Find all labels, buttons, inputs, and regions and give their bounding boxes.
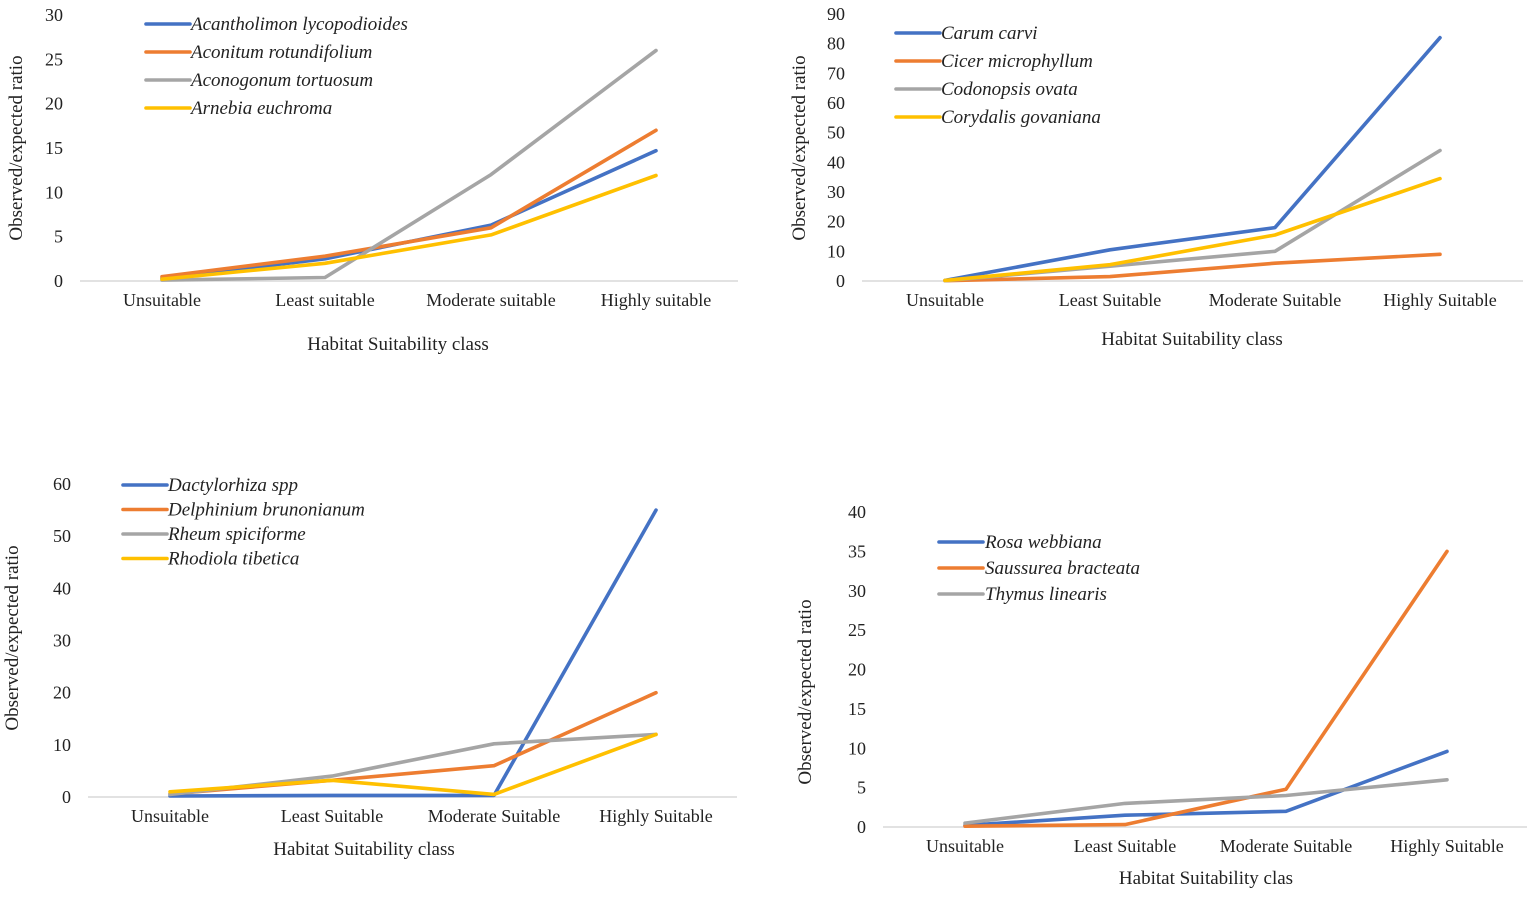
series-line bbox=[168, 732, 658, 797]
x-tick-label: Moderate Suitable bbox=[428, 806, 560, 826]
x-tick-label: Highly Suitable bbox=[1390, 836, 1504, 856]
y-tick-label: 10 bbox=[827, 241, 845, 261]
legend-label: Codonopsis ovata bbox=[941, 79, 1078, 100]
y-tick-label: 10 bbox=[53, 735, 71, 755]
y-tick-label: 40 bbox=[53, 578, 71, 598]
legend: Rosa webbiana Saussurea bracteata Thymus l… bbox=[937, 532, 1140, 605]
legend-label: Dactylorhiza spp bbox=[167, 475, 298, 496]
y-tick-label: 15 bbox=[848, 699, 866, 719]
x-tick-label: Highly Suitable bbox=[1383, 290, 1497, 310]
x-tick-label: Least suitable bbox=[275, 290, 374, 310]
y-tick-label: 40 bbox=[848, 502, 866, 522]
y-tick-label: 30 bbox=[53, 631, 71, 651]
y-axis-title: Observed/expected ratio bbox=[789, 55, 810, 240]
x-tick-label: Highly suitable bbox=[601, 290, 712, 310]
series-line bbox=[160, 148, 658, 281]
y-tick-label: 50 bbox=[827, 123, 845, 143]
legend: Dactylorhiza spp Delphinium brunonianum Rh… bbox=[121, 475, 365, 570]
series-line bbox=[160, 48, 658, 282]
y-tick-label: 0 bbox=[857, 817, 866, 837]
legend-label: Rheum spiciforme bbox=[167, 524, 306, 545]
legend-label: Rosa webbiana bbox=[984, 532, 1102, 553]
series-line bbox=[943, 35, 1442, 283]
series-line bbox=[160, 128, 658, 279]
legend-label: Aconitum rotundifolium bbox=[189, 42, 372, 63]
x-tick-label: Least Suitable bbox=[281, 806, 383, 826]
series-line bbox=[168, 508, 658, 798]
y-tick-label: 30 bbox=[827, 182, 845, 202]
y-tick-label: 0 bbox=[836, 271, 845, 291]
y-tick-label: 80 bbox=[827, 34, 845, 54]
y-tick-label: 60 bbox=[827, 93, 845, 113]
x-tick-label: Least Suitable bbox=[1059, 290, 1161, 310]
y-tick-label: 10 bbox=[45, 182, 63, 202]
x-tick-label: Moderate suitable bbox=[426, 290, 555, 310]
series-line bbox=[160, 173, 658, 282]
x-axis-title: Habitat Suitability class bbox=[273, 839, 455, 860]
legend: Acantholimon lycopodioides Aconitum rotun… bbox=[144, 14, 408, 119]
y-tick-label: 30 bbox=[848, 581, 866, 601]
legend-label: Arnebia euchroma bbox=[189, 98, 332, 119]
legend: Carum carvi Cicer microphyllum Codonopsis … bbox=[894, 23, 1101, 128]
legend-label: Corydalis govaniana bbox=[941, 107, 1101, 128]
legend-label: Cicer microphyllum bbox=[941, 51, 1093, 72]
y-tick-label: 20 bbox=[53, 683, 71, 703]
y-tick-label: 40 bbox=[827, 152, 845, 172]
y-tick-label: 25 bbox=[45, 49, 63, 69]
y-tick-label: 5 bbox=[54, 227, 63, 247]
series-line bbox=[963, 749, 1449, 828]
series-line bbox=[943, 252, 1442, 283]
legend-label: Rhodiola tibetica bbox=[167, 549, 299, 570]
y-tick-label: 5 bbox=[857, 778, 866, 798]
x-tick-label: Unsuitable bbox=[926, 836, 1004, 856]
y-tick-label: 20 bbox=[848, 660, 866, 680]
y-tick-label: 70 bbox=[827, 63, 845, 83]
x-tick-label: Unsuitable bbox=[123, 290, 201, 310]
x-axis-title: Habitat Suitability clas bbox=[1119, 868, 1293, 889]
x-axis-title: Habitat Suitability class bbox=[307, 334, 489, 355]
chart-top-left: 0 5 10 15 20 25 30 Unsuitable Least suitable Mode… bbox=[6, 5, 738, 355]
y-tick-label: 30 bbox=[45, 5, 63, 25]
y-tick-label: 60 bbox=[53, 474, 71, 494]
series-line bbox=[943, 176, 1442, 283]
legend-label: Delphinium brunonianum bbox=[167, 500, 365, 521]
series-line bbox=[168, 690, 658, 796]
y-axis-title: Observed/expected ratio bbox=[2, 545, 23, 730]
legend-label: Thymus linearis bbox=[985, 584, 1107, 605]
chart-bottom-left: 0 10 20 30 40 50 60 Unsuitable Least Suitable Mod… bbox=[2, 474, 737, 860]
legend-label: Aconogonum tortuosum bbox=[189, 70, 373, 91]
y-tick-label: 90 bbox=[827, 4, 845, 24]
y-tick-label: 10 bbox=[848, 738, 866, 758]
y-axis-title: Observed/expected ratio bbox=[6, 55, 27, 240]
chart-bottom-right: 0 5 10 15 20 25 30 35 40 Unsuitable Least Suitable… bbox=[795, 502, 1527, 889]
x-tick-label: Moderate Suitable bbox=[1209, 290, 1341, 310]
series-line bbox=[963, 777, 1449, 825]
chart-top-right: 0 10 20 30 40 50 60 70 80 90 Unsuitable Least Suita… bbox=[789, 4, 1523, 350]
x-tick-label: Least Suitable bbox=[1074, 836, 1176, 856]
y-tick-label: 25 bbox=[848, 620, 866, 640]
x-tick-label: Unsuitable bbox=[906, 290, 984, 310]
y-tick-label: 50 bbox=[53, 526, 71, 546]
x-tick-label: Highly Suitable bbox=[599, 806, 713, 826]
series-line bbox=[963, 549, 1449, 829]
x-axis-title: Habitat Suitability class bbox=[1101, 329, 1283, 350]
legend-label: Acantholimon lycopodioides bbox=[189, 14, 408, 35]
y-tick-label: 15 bbox=[45, 138, 63, 158]
y-tick-label: 35 bbox=[848, 541, 866, 561]
y-tick-label: 20 bbox=[45, 94, 63, 114]
series-line bbox=[943, 148, 1442, 283]
x-tick-label: Unsuitable bbox=[131, 806, 209, 826]
legend-label: Saussurea bracteata bbox=[985, 558, 1140, 579]
x-tick-label: Moderate Suitable bbox=[1220, 836, 1352, 856]
y-tick-label: 0 bbox=[54, 271, 63, 291]
y-tick-label: 20 bbox=[827, 212, 845, 232]
y-axis-title: Observed/expected ratio bbox=[795, 599, 816, 784]
legend-label: Carum carvi bbox=[941, 23, 1038, 44]
y-tick-label: 0 bbox=[62, 787, 71, 807]
